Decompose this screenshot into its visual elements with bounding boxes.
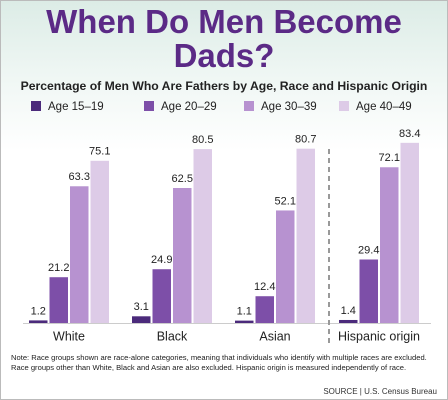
bar bbox=[152, 269, 171, 323]
legend-swatch bbox=[144, 101, 154, 111]
value-label: 63.3 bbox=[69, 171, 90, 183]
value-label: 1.1 bbox=[237, 306, 252, 318]
source: SOURCE | U.S. Census Bureau bbox=[323, 387, 437, 396]
legend-label: Age 20–29 bbox=[161, 101, 217, 113]
bar bbox=[296, 148, 315, 323]
bar bbox=[380, 167, 399, 323]
bar bbox=[173, 188, 192, 323]
value-label: 1.2 bbox=[31, 305, 46, 317]
value-label: 62.5 bbox=[172, 173, 193, 185]
bar bbox=[132, 316, 151, 323]
value-label: 80.5 bbox=[192, 134, 213, 146]
bar bbox=[49, 277, 68, 323]
legend-swatch bbox=[244, 101, 254, 111]
x-tick-label: Black bbox=[157, 329, 188, 343]
note: Note: Race groups shown are race-alone c… bbox=[11, 353, 427, 372]
legend-label: Age 40–49 bbox=[356, 101, 412, 113]
bar bbox=[29, 320, 48, 323]
value-label: 21.2 bbox=[48, 262, 69, 274]
value-label: 52.1 bbox=[275, 195, 296, 207]
bar bbox=[255, 296, 274, 323]
bar bbox=[235, 320, 254, 323]
x-tick-label: Asian bbox=[259, 329, 290, 343]
bar bbox=[400, 142, 419, 323]
value-label: 29.4 bbox=[358, 244, 379, 256]
value-label: 80.7 bbox=[295, 134, 316, 146]
chart-subtitle: Percentage of Men Who Are Fathers by Age… bbox=[21, 79, 428, 93]
legend-swatch bbox=[339, 101, 349, 111]
legend-label: Age 30–39 bbox=[261, 101, 317, 113]
value-label: 75.1 bbox=[89, 146, 110, 158]
bar bbox=[359, 259, 378, 323]
bar bbox=[339, 319, 358, 323]
bar bbox=[70, 186, 89, 323]
value-label: 3.1 bbox=[134, 301, 149, 313]
value-label: 12.4 bbox=[254, 281, 275, 293]
value-label: 72.1 bbox=[379, 152, 400, 164]
legend-swatch bbox=[31, 101, 41, 111]
value-label: 1.4 bbox=[341, 305, 356, 317]
value-label: 24.9 bbox=[151, 254, 172, 266]
bar bbox=[193, 149, 212, 323]
chart-title: When Do Men Become Dads? bbox=[46, 3, 402, 74]
bar bbox=[276, 210, 295, 323]
bar bbox=[90, 160, 109, 323]
x-tick-label: Hispanic origin bbox=[338, 329, 420, 343]
value-label: 83.4 bbox=[399, 128, 420, 140]
legend-label: Age 15–19 bbox=[48, 101, 104, 113]
x-tick-label: White bbox=[53, 329, 85, 343]
